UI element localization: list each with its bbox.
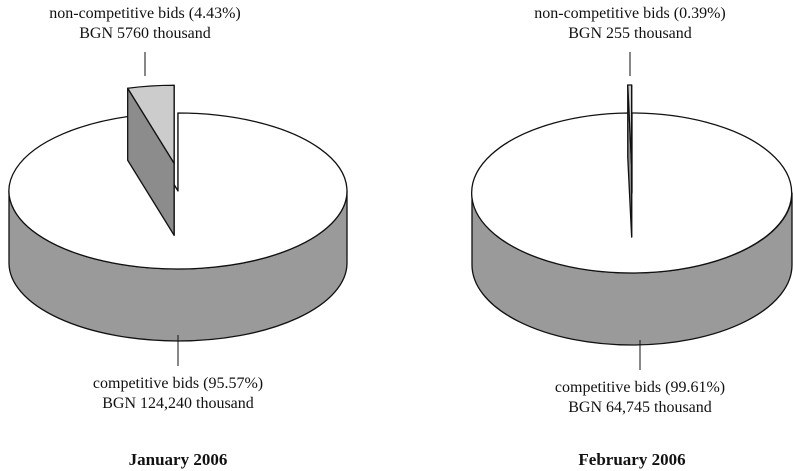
- slice-top: [627, 84, 633, 166]
- slice-label: competitive bids (95.57%): [93, 375, 263, 392]
- amount-label: BGN 255 thousand: [568, 25, 692, 42]
- amount-label: BGN 64,745 thousand: [568, 399, 712, 416]
- slice-label-part: (95.57%): [199, 375, 263, 392]
- slice-label-part: (0.39%): [670, 5, 726, 22]
- chart-title-part: January 2006: [129, 450, 228, 469]
- amount-label-part: BGN 255 thousand: [568, 25, 692, 42]
- slice-label-part: non-competitive bids: [49, 5, 185, 22]
- slice-top: [127, 84, 175, 164]
- slice-top: [8, 112, 348, 270]
- amount-label: BGN 124,240 thousand: [102, 395, 254, 412]
- slice-label-part: non-competitive bids: [534, 5, 670, 22]
- slice-label: non-competitive bids (4.43%): [49, 5, 241, 22]
- slice-label: non-competitive bids (0.39%): [534, 5, 726, 22]
- chart-title: January 2006: [129, 450, 228, 469]
- amount-label-part: BGN 64,745 thousand: [568, 399, 712, 416]
- slice-label: competitive bids (99.61%): [555, 379, 725, 396]
- amount-label-part: BGN 124,240 thousand: [102, 395, 254, 412]
- slice-label-part: (4.43%): [185, 5, 241, 22]
- amount-label-part: BGN 5760 thousand: [79, 25, 211, 42]
- amount-label: BGN 5760 thousand: [79, 25, 211, 42]
- slice-label-part: competitive bids: [93, 375, 199, 392]
- slice-label-part: (99.61%): [661, 379, 725, 396]
- chart-title-part: February 2006: [578, 450, 685, 469]
- chart-title: February 2006: [578, 450, 685, 469]
- slice-label-part: competitive bids: [555, 379, 661, 396]
